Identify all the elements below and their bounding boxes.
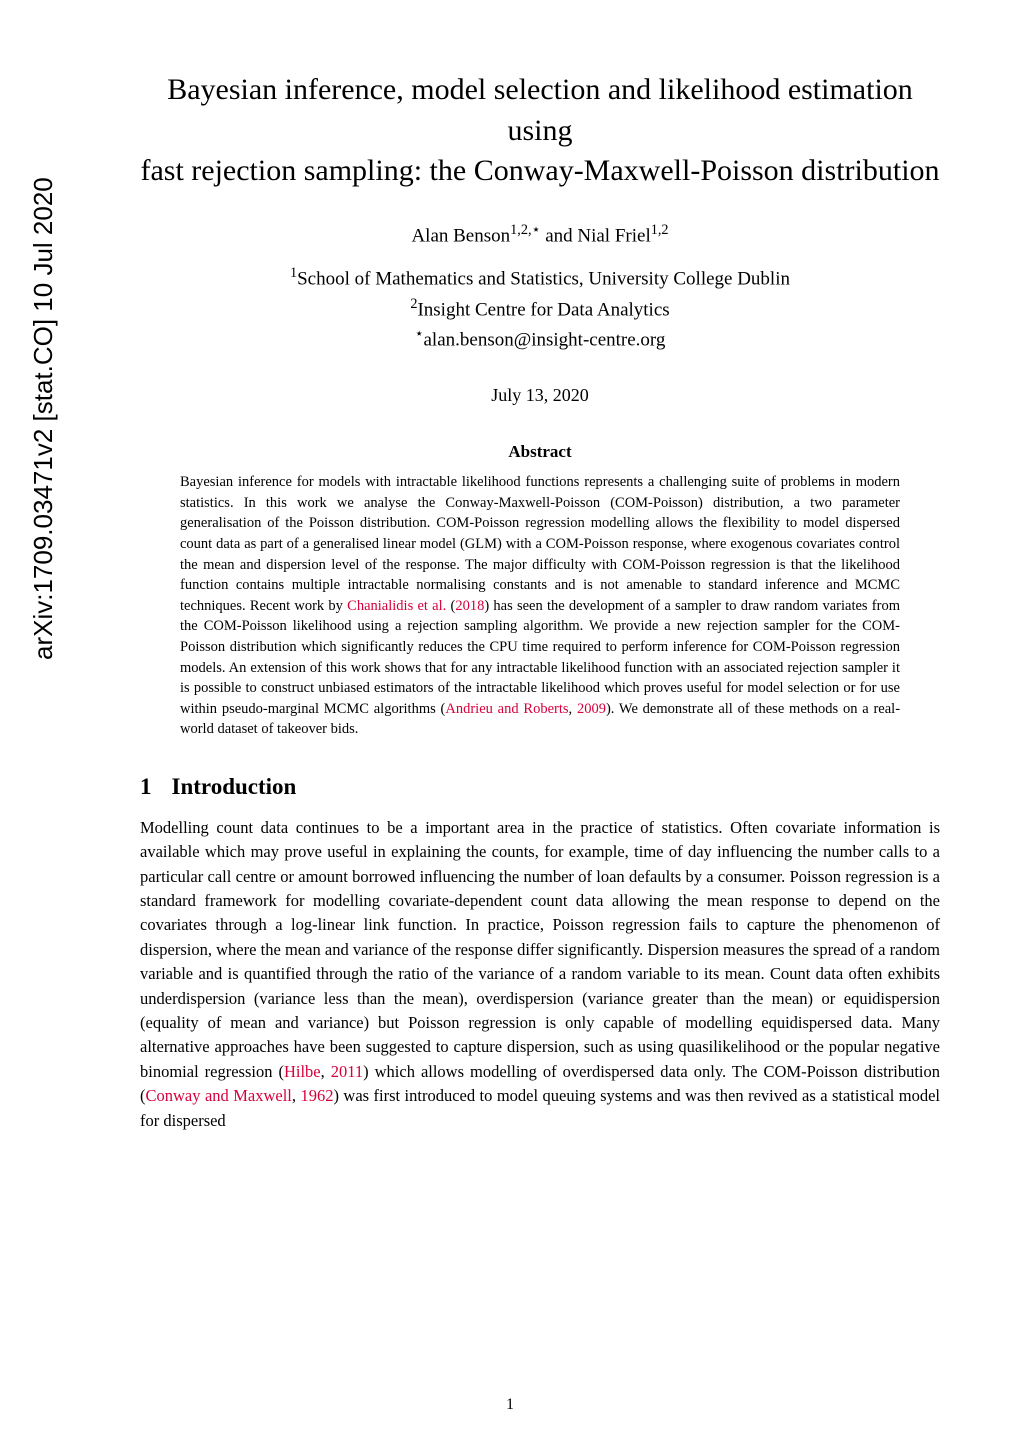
abstract-body: Bayesian inference for models with intra… (180, 472, 900, 740)
citation-andrieu-year: 2009 (577, 701, 606, 717)
introduction-body: Modelling count data continues to be a i… (140, 816, 940, 1133)
arxiv-identifier: arXiv:1709.03471v2 [stat.CO] 10 Jul 2020 (28, 177, 59, 660)
citation-andrieu: Andrieu and Roberts (445, 701, 568, 717)
citation-conway: Conway and Maxwell (146, 1086, 292, 1105)
citation-conway-year: 1962 (300, 1086, 333, 1105)
author-1: Alan Benson (411, 225, 510, 246)
author-2-affil: 1,2 (651, 222, 669, 238)
citation-hilbe: Hilbe (284, 1062, 321, 1081)
affiliation-2: Insight Centre for Data Analytics (417, 299, 669, 320)
title-line-2: fast rejection sampling: the Conway-Maxw… (140, 154, 939, 187)
affil-3-sup: ⋆ (415, 326, 424, 342)
abstract-text-1: Bayesian inference for models with intra… (180, 474, 900, 613)
author-and: and Nial Friel (540, 225, 650, 246)
section-1-number: 1 (140, 774, 152, 799)
author-1-affil: 1,2,⋆ (510, 222, 540, 238)
paper-title: Bayesian inference, model selection and … (140, 70, 940, 192)
citation-chanialidis-year: 2018 (455, 598, 484, 614)
page-number: 1 (506, 1396, 514, 1414)
affiliation-1: School of Mathematics and Statistics, Un… (297, 268, 790, 289)
citation-chanialidis: Chanialidis et al. (347, 598, 446, 614)
affiliation-3: alan.benson@insight-centre.org (424, 330, 666, 351)
body-text-1: Modelling count data continues to be a i… (140, 818, 940, 1081)
affiliations: 1School of Mathematics and Statistics, U… (140, 263, 940, 355)
title-line-1: Bayesian inference, model selection and … (167, 73, 913, 147)
paper-date: July 13, 2020 (140, 385, 940, 406)
section-1-title: Introduction (172, 774, 297, 799)
section-1-heading: 1 Introduction (140, 774, 940, 800)
abstract-text-2: ) has seen the development of a sampler … (180, 598, 900, 717)
citation-hilbe-year: 2011 (331, 1062, 363, 1081)
abstract-heading: Abstract (140, 442, 940, 462)
authors-line: Alan Benson1,2,⋆ and Nial Friel1,2 (140, 222, 940, 247)
